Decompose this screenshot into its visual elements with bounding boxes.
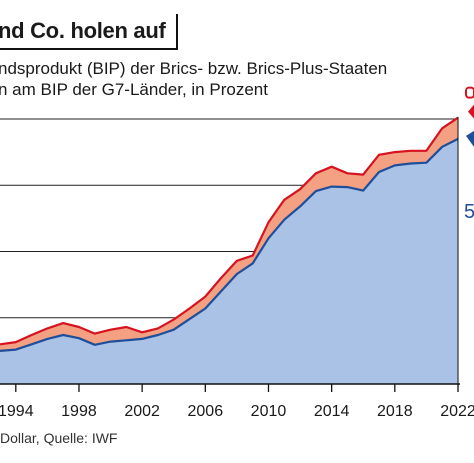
subtitle-line-1: ndsprodukt (BIP) der Brics- bzw. Brics-P… (0, 59, 388, 78)
x-tick-label-2006: 2006 (188, 403, 224, 420)
line-layer (0, 116, 459, 352)
end-label-lower: 5 (464, 201, 474, 223)
x-tick-label-2018: 2018 (377, 403, 413, 420)
subtitle-line-2: n am BIP der G7-Länder, in Prozent (0, 80, 268, 99)
x-tick-label-1998: 1998 (61, 403, 97, 420)
chart-title: nd Co. holen auf (0, 18, 166, 43)
chart-subtitle: ndsprodukt (BIP) der Brics- bzw. Brics-P… (0, 58, 387, 100)
brics-plus-line (0, 116, 459, 346)
x-tick-label-2010: 2010 (251, 403, 287, 420)
x-tick-label-1994: 1994 (0, 403, 34, 420)
end-markers: 5 (464, 86, 474, 223)
title-box: nd Co. holen auf (0, 14, 178, 50)
x-tick-label-2014: 2014 (314, 403, 350, 420)
area-layer (0, 117, 458, 384)
source-note: Dollar, Quelle: IWF (0, 430, 118, 446)
brics-plus-end-marker (468, 104, 474, 119)
x-tick-label-2002: 2002 (124, 403, 160, 420)
brics-end-marker (466, 130, 474, 147)
brics-plus-band (0, 117, 458, 351)
brics-area (0, 138, 458, 384)
x-tick-label-2022: 2022 (440, 403, 474, 420)
brics-plus-end-tab (465, 86, 474, 99)
x-axis: 1994 1998 2002 2006 2010 2014 2018 2022 (0, 117, 474, 420)
brics-line (0, 137, 459, 352)
